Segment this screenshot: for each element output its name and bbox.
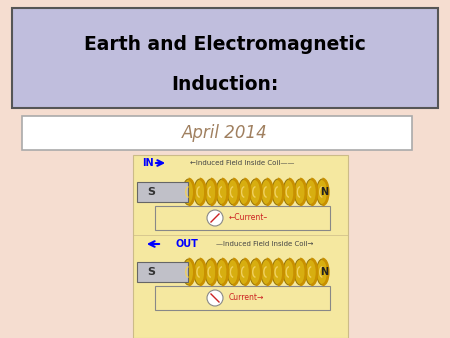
Ellipse shape [216,179,228,205]
Circle shape [207,210,223,226]
Text: OUT: OUT [175,239,198,249]
Ellipse shape [205,259,217,285]
Ellipse shape [250,179,261,205]
Ellipse shape [227,259,239,285]
Ellipse shape [238,259,250,285]
Ellipse shape [194,259,206,285]
FancyBboxPatch shape [137,182,188,202]
FancyBboxPatch shape [137,262,188,282]
Ellipse shape [250,259,261,285]
FancyBboxPatch shape [12,8,438,108]
Text: IN: IN [142,158,154,168]
Ellipse shape [316,179,328,205]
FancyBboxPatch shape [155,286,330,310]
Circle shape [207,290,223,306]
Text: Current→: Current→ [229,293,265,303]
Text: Earth and Electromagnetic: Earth and Electromagnetic [84,35,366,54]
Ellipse shape [272,259,284,285]
Text: ←Current–: ←Current– [229,214,268,222]
Ellipse shape [183,179,194,205]
Text: S: S [147,267,155,277]
Ellipse shape [194,179,206,205]
Text: Induction:: Induction: [171,75,279,95]
FancyBboxPatch shape [155,206,330,230]
Ellipse shape [205,179,217,205]
Ellipse shape [261,179,273,205]
Text: ←Induced Field Inside Coil——: ←Induced Field Inside Coil—— [190,160,294,166]
FancyBboxPatch shape [133,155,348,338]
Ellipse shape [227,179,239,205]
Ellipse shape [216,259,228,285]
Ellipse shape [316,259,328,285]
Ellipse shape [183,259,194,285]
Ellipse shape [294,179,306,205]
Ellipse shape [261,259,273,285]
Text: —Induced Field Inside Coil→: —Induced Field Inside Coil→ [216,241,314,247]
Text: S: S [147,187,155,197]
Text: April 2014: April 2014 [182,124,268,142]
Ellipse shape [238,179,250,205]
Ellipse shape [272,179,284,205]
Ellipse shape [294,259,306,285]
Ellipse shape [306,259,317,285]
Ellipse shape [283,259,295,285]
Text: N: N [320,267,328,277]
FancyBboxPatch shape [22,116,412,150]
Text: N: N [320,187,328,197]
Ellipse shape [283,179,295,205]
Ellipse shape [306,179,317,205]
